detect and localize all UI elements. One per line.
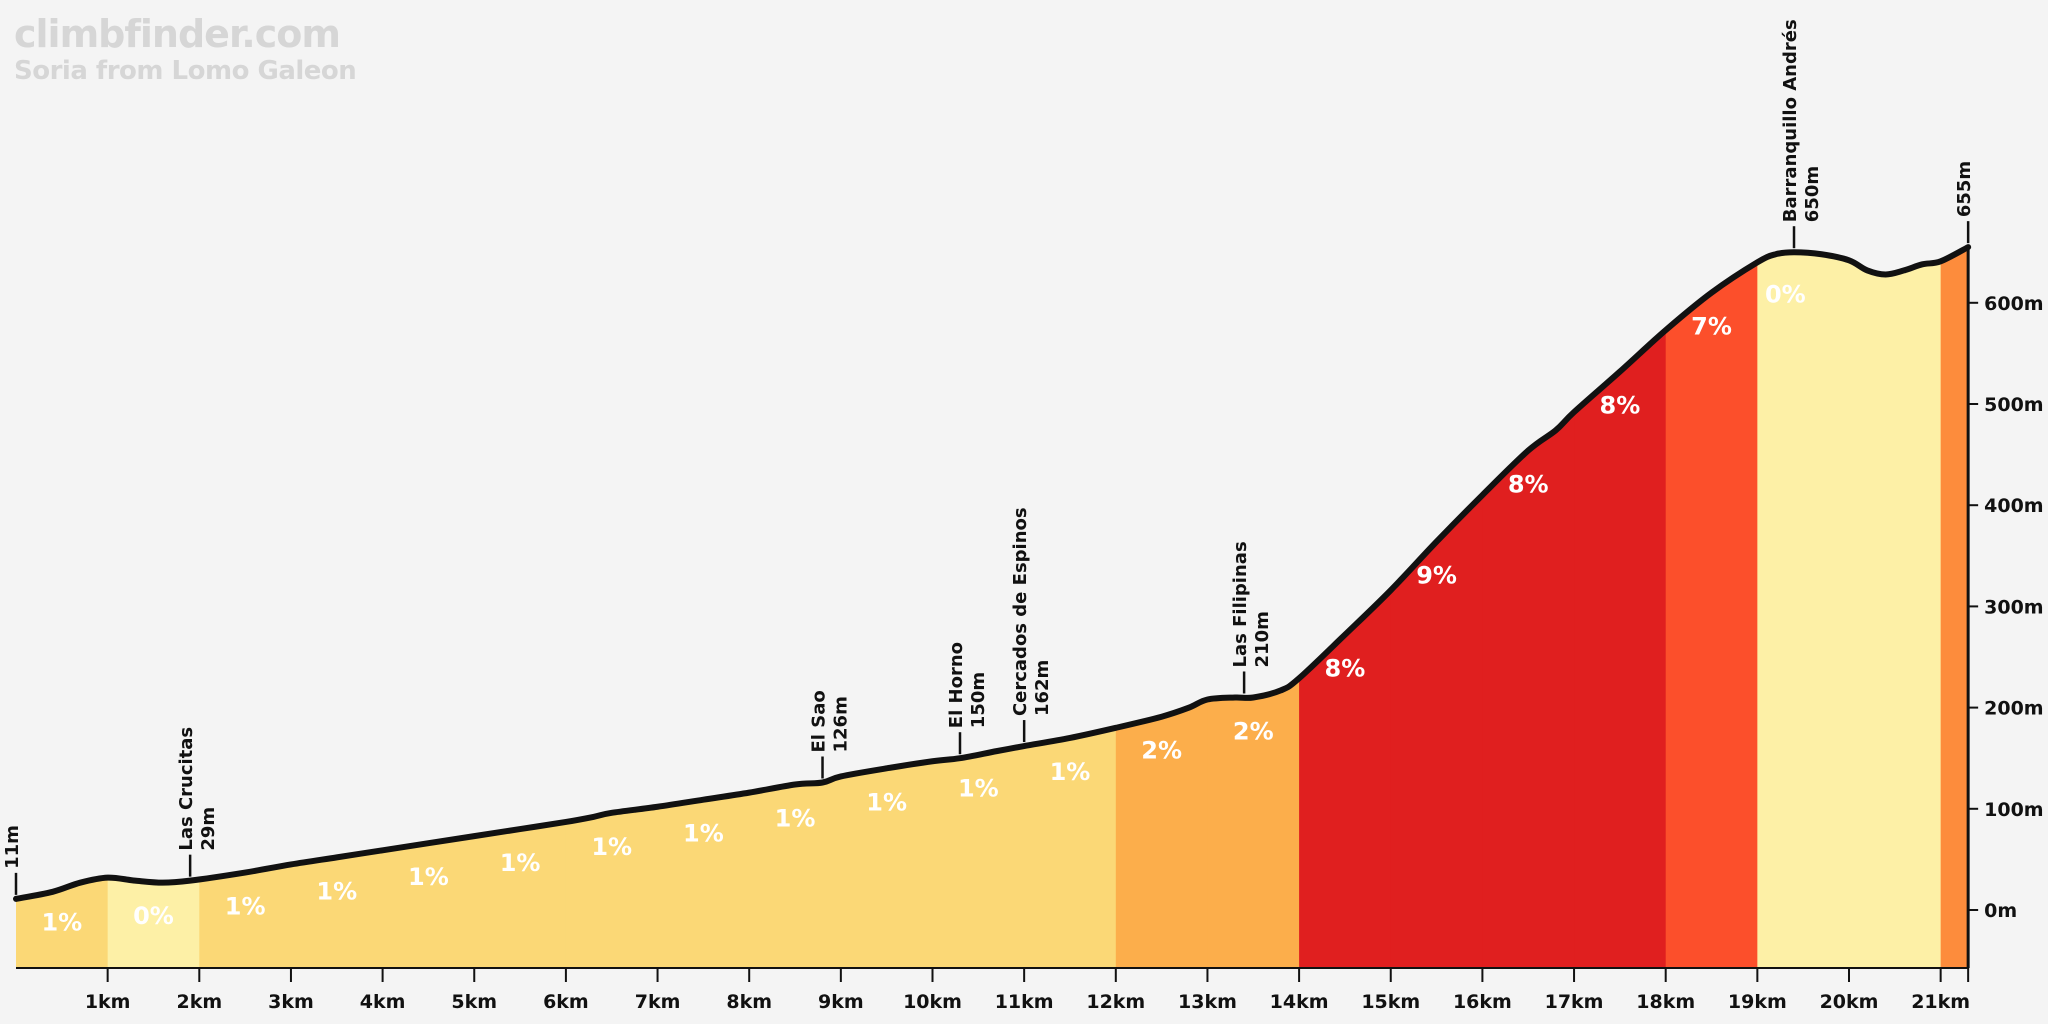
x-tick-label: 4km (360, 991, 406, 1013)
brand-watermark: climbfinder.com Soria from Lomo Galeon (14, 12, 357, 86)
gradient-segment (1299, 247, 1392, 968)
x-tick-label: 6km (543, 991, 589, 1013)
gradient-label: 1% (500, 849, 541, 877)
y-tick-label: 100m (1984, 799, 2043, 821)
waypoint-marker: Las Crucitas 29m (176, 727, 219, 877)
gradient-label: 8% (1600, 392, 1641, 420)
gradient-segment (290, 247, 384, 968)
gradient-label: 1% (683, 820, 724, 848)
x-tick-label: 17km (1545, 991, 1604, 1013)
gradient-segment (1207, 247, 1300, 968)
waypoint-marker: El Horno 150m (946, 642, 989, 755)
x-tick-label: 12km (1086, 991, 1145, 1013)
waypoint-label: Las Filipinas (1230, 541, 1251, 667)
gradient-segment (1574, 247, 1667, 968)
waypoint-label: 11m (2, 825, 23, 869)
waypoint-label: Cercados de Espinos (1010, 507, 1031, 716)
x-tick-label: 11km (995, 991, 1054, 1013)
gradient-label: 0% (133, 902, 174, 930)
waypoint-marker: Cercados de Espinos 162m (1010, 507, 1053, 743)
gradient-segment (932, 247, 1025, 968)
waypoint-label: 126m (831, 696, 852, 752)
waypoint-label: 162m (1032, 660, 1053, 716)
gradient-segment (840, 247, 933, 968)
waypoint-label: 210m (1252, 611, 1273, 667)
gradient-label: 1% (866, 788, 907, 816)
y-tick-label: 400m (1984, 495, 2043, 517)
gradient-label: 2% (1233, 717, 1274, 745)
x-tick-label: 7km (635, 991, 681, 1013)
x-tick-label: 10km (903, 991, 962, 1013)
gradient-label: 9% (1416, 562, 1457, 590)
gradient-label: 8% (1325, 655, 1366, 683)
gradient-label: 1% (591, 833, 632, 861)
waypoint-label: 150m (968, 672, 989, 728)
y-tick-label: 300m (1984, 596, 2043, 618)
x-tick-label: 21km (1911, 991, 1970, 1013)
climb-name: Soria from Lomo Galeon (14, 56, 357, 86)
x-tick-label: 14km (1270, 991, 1329, 1013)
x-tick-label: 5km (451, 991, 497, 1013)
waypoint-marker: 11m (2, 825, 23, 895)
x-tick-label: 1km (85, 991, 131, 1013)
x-tick-label: 13km (1178, 991, 1237, 1013)
waypoint-label: Las Crucitas (176, 727, 197, 851)
gradient-segment (1115, 247, 1208, 968)
gradient-label: 8% (1508, 471, 1549, 499)
gradient-segment (1024, 247, 1117, 968)
y-tick-label: 200m (1984, 698, 2043, 720)
waypoint-label: El Sao (809, 690, 830, 752)
waypoint-marker: Barranquillo Andrés 650m (1780, 19, 1823, 249)
x-tick-label: 18km (1636, 991, 1695, 1013)
y-tick-label: 0m (1984, 900, 2017, 922)
waypoint-label: Barranquillo Andrés (1780, 19, 1801, 222)
x-tick-label: 9km (818, 991, 864, 1013)
gradient-segment (16, 247, 109, 968)
gradient-segment (565, 247, 659, 968)
waypoint-label: 655m (1954, 161, 1975, 217)
profile-line (13, 244, 1972, 902)
gradient-segment (1390, 247, 1483, 968)
y-tick-label: 500m (1984, 394, 2043, 416)
waypoint-marker: 655m (1954, 161, 1975, 244)
x-tick-label: 15km (1361, 991, 1420, 1013)
gradient-segment (1757, 247, 1942, 968)
x-tick-label: 19km (1728, 991, 1787, 1013)
gradient-label: 1% (225, 893, 266, 921)
gradient-segment (382, 247, 475, 968)
waypoint-marker: Las Filipinas 210m (1230, 541, 1273, 694)
x-tick-label: 3km (268, 991, 314, 1013)
gradient-label: 2% (1141, 737, 1182, 765)
waypoint-label: El Horno (946, 642, 967, 728)
waypoint-label: 650m (1802, 166, 1823, 222)
site-name: climbfinder.com (14, 12, 341, 56)
gradient-label: 1% (775, 805, 816, 833)
x-tick-label: 16km (1453, 991, 1512, 1013)
gradient-label: 7% (1691, 313, 1732, 341)
x-tick-label: 2km (176, 991, 222, 1013)
gradient-segments (16, 247, 1969, 968)
y-tick-label: 600m (1984, 293, 2043, 315)
x-tick-label: 8km (726, 991, 772, 1013)
x-tick-label: 20km (1820, 991, 1879, 1013)
gradient-segment (1665, 247, 1758, 968)
gradient-label: 1% (316, 877, 357, 905)
waypoint-label: 29m (198, 807, 219, 851)
gradient-label: 1% (408, 863, 449, 891)
gradient-label: 1% (41, 909, 82, 937)
gradient-label: 1% (1050, 758, 1091, 786)
gradient-label: 0% (1765, 280, 1806, 308)
gradient-label: 1% (958, 775, 999, 803)
waypoint-marker: El Sao 126m (809, 690, 852, 779)
gradient-segment (1940, 247, 1969, 968)
